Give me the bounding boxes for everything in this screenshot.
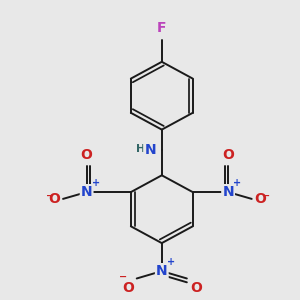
Text: +: + [167,257,175,267]
Text: +: + [233,178,242,188]
Text: −: − [262,191,271,201]
Text: N: N [156,264,168,278]
Text: O: O [222,148,234,162]
Text: −: − [46,191,54,201]
Text: O: O [122,281,134,296]
Text: N: N [222,185,234,199]
Text: O: O [48,192,60,206]
Text: H: H [136,144,146,154]
Text: N: N [144,143,156,157]
Text: −: − [119,272,128,282]
Text: O: O [255,192,266,206]
Text: +: + [92,178,100,188]
Text: O: O [190,281,202,296]
Text: N: N [81,185,92,199]
Text: F: F [157,21,166,35]
Text: O: O [81,148,93,162]
